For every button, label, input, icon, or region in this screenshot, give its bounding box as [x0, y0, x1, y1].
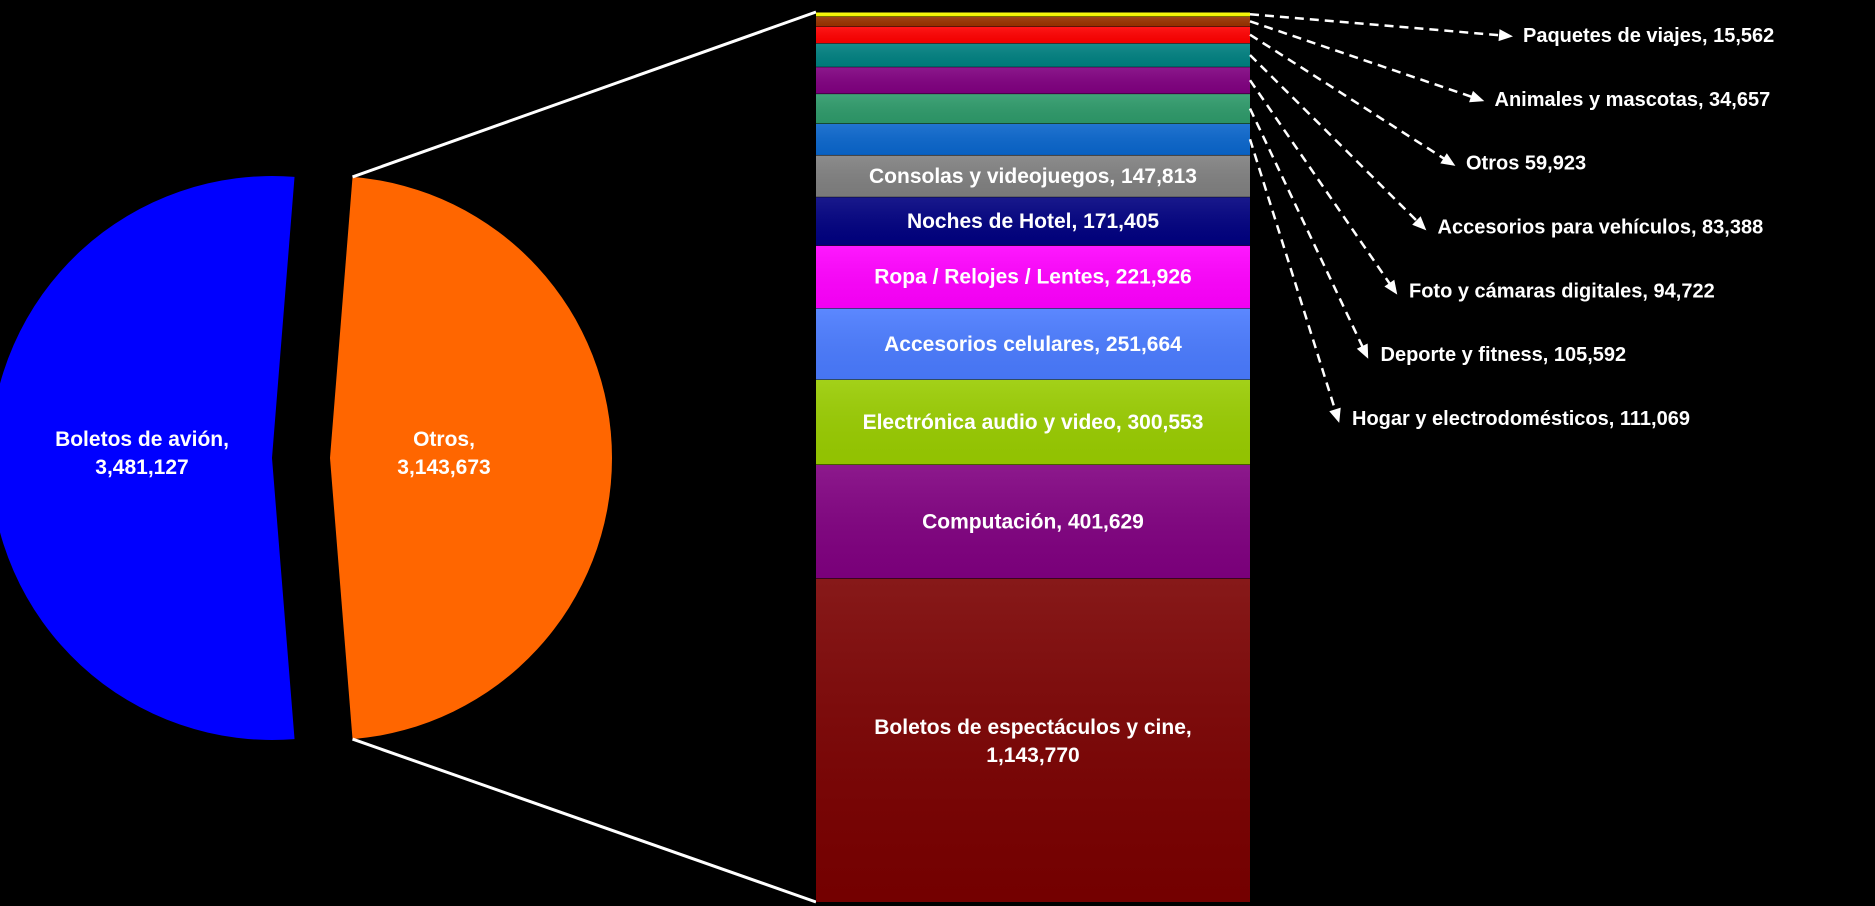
bar-segment-shade: [816, 26, 1250, 44]
callout-arrow-hogar-y-electrodomesticos-111-069: [1248, 138, 1340, 420]
pie-label-otros: Otros, 3,143,673: [397, 428, 490, 479]
connector-line-bottom: [352, 737, 817, 904]
bar-label-computacion-401-629: Computación, 401,629: [922, 510, 1144, 533]
bar-segment-shade: [816, 16, 1250, 27]
pie-area: Boletos de avión, 3,481,127 Otros, 3,143,67…: [0, 176, 612, 740]
callout-arrow-animales-y-mascotas-34-657: [1249, 20, 1481, 102]
bar-segment-shade: [816, 578, 1250, 902]
callout-label-otros-59-923: Otros 59,923: [1466, 153, 1586, 175]
bar-segment-shade: [816, 464, 1250, 579]
callout-label-deporte-y-fitness-105-592: Deporte y fitness, 105,592: [1381, 344, 1627, 366]
bar-segment-shade: [816, 308, 1250, 380]
pie-slice-boletos-de-avion: [0, 176, 295, 740]
bar-segment-shade: [816, 43, 1250, 67]
callout-label-animales-y-mascotas-34-657: Animales y mascotas, 34,657: [1495, 89, 1771, 111]
callout-arrow-foto-y-camaras-digitales-94-722: [1248, 79, 1397, 293]
callout-label-foto-y-camaras-digitales-94-722: Foto y cámaras digitales, 94,722: [1409, 280, 1715, 302]
callout-labels: Hogar y electrodomésticos, 111,069 Deport…: [1248, 12, 1774, 430]
callout-arrowhead: [1440, 153, 1456, 166]
callout-label-hogar-y-electrodomesticos-111-069: Hogar y electrodomésticos, 111,069: [1352, 408, 1690, 430]
callout-arrowhead: [1384, 279, 1398, 295]
callout-arrow-deporte-y-fitness-105-592: [1248, 108, 1368, 356]
callout-arrow-accesorios-para-vehiculos-83-388: [1249, 54, 1425, 229]
bar-segment-shade: [816, 66, 1250, 94]
pie-label-boletos-de-avion: Boletos de avión, 3,481,127: [55, 428, 229, 479]
bar-segment-shade: [816, 245, 1250, 309]
callout-arrowhead: [1469, 90, 1485, 103]
callout-arrowhead: [1498, 29, 1513, 42]
callout-arrow-paquetes-de-viajes-15-562: [1249, 12, 1510, 38]
callout-arrowhead: [1329, 407, 1341, 423]
bar-label-consolas-y-videojuegos-147-813: Consolas y videojuegos, 147,813: [869, 165, 1197, 188]
bar-segment-shade: [816, 123, 1250, 155]
bar-segment-shade: [816, 154, 1250, 197]
stacked-bar: Boletos de espectáculos y cine, 1,143,770…: [816, 11, 1250, 902]
bar-label-noches-de-hotel-171-405: Noches de Hotel, 171,405: [907, 210, 1159, 233]
bar-segment-shade: [816, 93, 1250, 124]
bar-segment-shade: [816, 379, 1250, 465]
bar-label-electronica-audio-y-video-300-553: Electrónica audio y video, 300,553: [863, 411, 1204, 434]
bar-label-boletos-de-espectaculos-y-cine: Boletos de espectáculos y cine, 1,143,770: [874, 716, 1191, 767]
bar-segment-shade: [816, 12, 1250, 17]
connector-line-top: [352, 10, 817, 179]
bar-label-ropa-relojes-lentes-221-926: Ropa / Relojes / Lentes, 221,926: [874, 266, 1191, 289]
pie-to-bar-connectors: [352, 10, 817, 904]
callout-arrowhead: [1412, 216, 1427, 231]
pie-slice-otros: [330, 176, 612, 740]
callout-label-paquetes-de-viajes-15-562: Paquetes de viajes, 15,562: [1523, 25, 1774, 47]
bar-label-accesorios-celulares-251-664: Accesorios celulares, 251,664: [884, 333, 1182, 356]
bar-segment-shade: [816, 196, 1250, 246]
callout-arrow-otros-59-923: [1249, 33, 1453, 165]
callout-label-accesorios-para-vehiculos-83-388: Accesorios para vehículos, 83,388: [1438, 217, 1764, 239]
callout-arrowhead: [1356, 343, 1369, 359]
